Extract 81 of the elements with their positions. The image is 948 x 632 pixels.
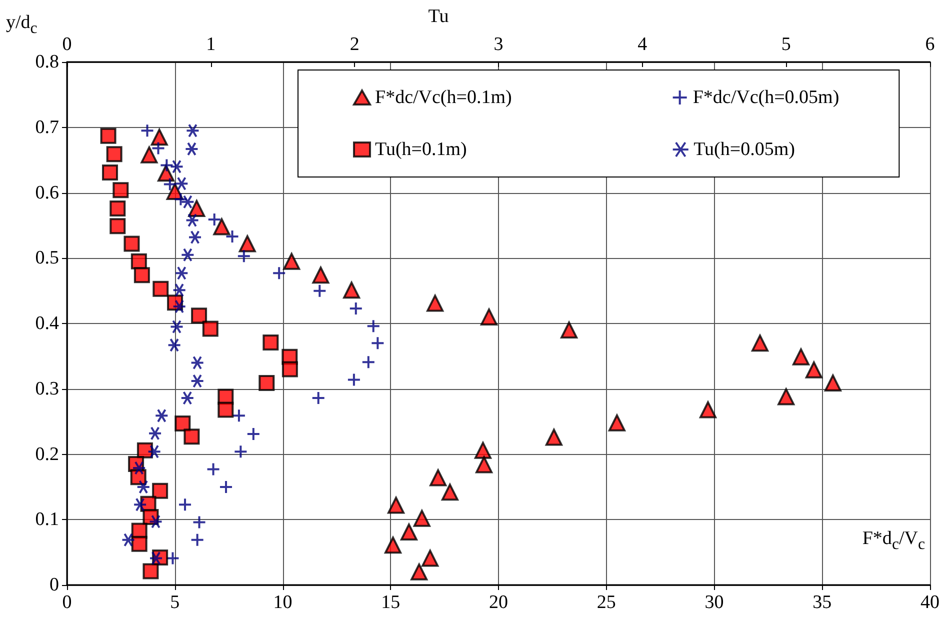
- y-tick-label: 0.5: [35, 248, 59, 269]
- point: [140, 146, 158, 164]
- x-tick-label: 40: [920, 592, 940, 613]
- x2-tick-label: 2: [350, 34, 360, 55]
- point: [225, 230, 240, 244]
- point: [824, 374, 842, 392]
- point: [400, 524, 418, 541]
- x-axis-title: F*d$_{c}$/V$_{c}$: [859, 528, 928, 556]
- x2-tick-label: 4: [638, 34, 648, 55]
- point: [213, 218, 230, 236]
- point: [207, 212, 222, 227]
- legend-label: F*dc/Vc(h=0.1m): [375, 87, 512, 108]
- point: [410, 563, 428, 580]
- point: [699, 401, 716, 418]
- point: [160, 158, 174, 172]
- point: [192, 515, 206, 530]
- x-tick-label: 30: [704, 592, 724, 613]
- point: [778, 388, 795, 406]
- point: [545, 428, 562, 446]
- point: [346, 372, 361, 387]
- x2-tick-label: 1: [206, 34, 216, 55]
- point: [232, 408, 246, 423]
- point: [388, 496, 405, 514]
- point: [805, 361, 822, 378]
- point: [480, 308, 498, 326]
- x-tick-label: 25: [596, 592, 616, 613]
- x2-axis-title: Tu: [428, 6, 450, 27]
- point: [361, 355, 376, 370]
- point: [188, 200, 206, 217]
- y-tick-label: 0.1: [35, 509, 59, 530]
- point: [474, 442, 492, 459]
- point: [178, 498, 192, 512]
- point: [312, 284, 327, 298]
- x-tick-label: 5: [170, 592, 180, 613]
- point: [246, 426, 260, 441]
- y-tick-label: 0.3: [35, 378, 59, 400]
- y-tick-label: 0.7: [35, 116, 59, 138]
- y-tick-label: 0.8: [35, 52, 59, 72]
- point: [560, 322, 578, 339]
- point: [426, 294, 444, 312]
- point: [234, 444, 248, 459]
- x-tick-label: 20: [489, 592, 508, 613]
- y-tick-label: 0.2: [35, 444, 59, 465]
- point: [430, 469, 447, 486]
- legend-label: Tu(h=0.1m): [375, 139, 467, 160]
- point: [370, 336, 385, 350]
- point: [384, 536, 402, 554]
- x-tick-label: 35: [812, 592, 832, 613]
- y-tick-label: 0.6: [35, 182, 59, 204]
- x-tick-label: 10: [273, 592, 292, 613]
- point: [348, 301, 363, 316]
- point: [206, 462, 220, 476]
- point: [422, 550, 439, 567]
- point: [476, 456, 493, 474]
- point: [366, 319, 380, 334]
- point: [140, 124, 154, 138]
- point: [413, 510, 430, 527]
- point: [238, 235, 256, 252]
- point: [236, 249, 251, 264]
- y-axis-title: y/d$_{c}$: [6, 12, 38, 39]
- point: [272, 266, 286, 280]
- point: [608, 414, 626, 432]
- legend-label: Tu(h=0.05m): [694, 139, 795, 160]
- point: [151, 141, 166, 156]
- x-tick-label: 15: [381, 592, 400, 613]
- point: [312, 266, 330, 284]
- point: [150, 128, 168, 146]
- point: [792, 348, 810, 366]
- y-tick-label: 0: [50, 574, 59, 596]
- point: [166, 551, 180, 566]
- x2-tick-label: 6: [925, 34, 935, 55]
- point: [441, 484, 458, 501]
- point: [311, 391, 326, 406]
- x2-tick-label: 3: [494, 34, 504, 55]
- y-tick-label: 0.4: [35, 313, 60, 334]
- point: [190, 532, 204, 547]
- legend-label: F*dc/Vc(h=0.05m): [692, 87, 840, 108]
- point: [343, 282, 360, 299]
- x2-tick-label: 5: [781, 34, 791, 55]
- point: [283, 252, 300, 270]
- point: [751, 334, 768, 352]
